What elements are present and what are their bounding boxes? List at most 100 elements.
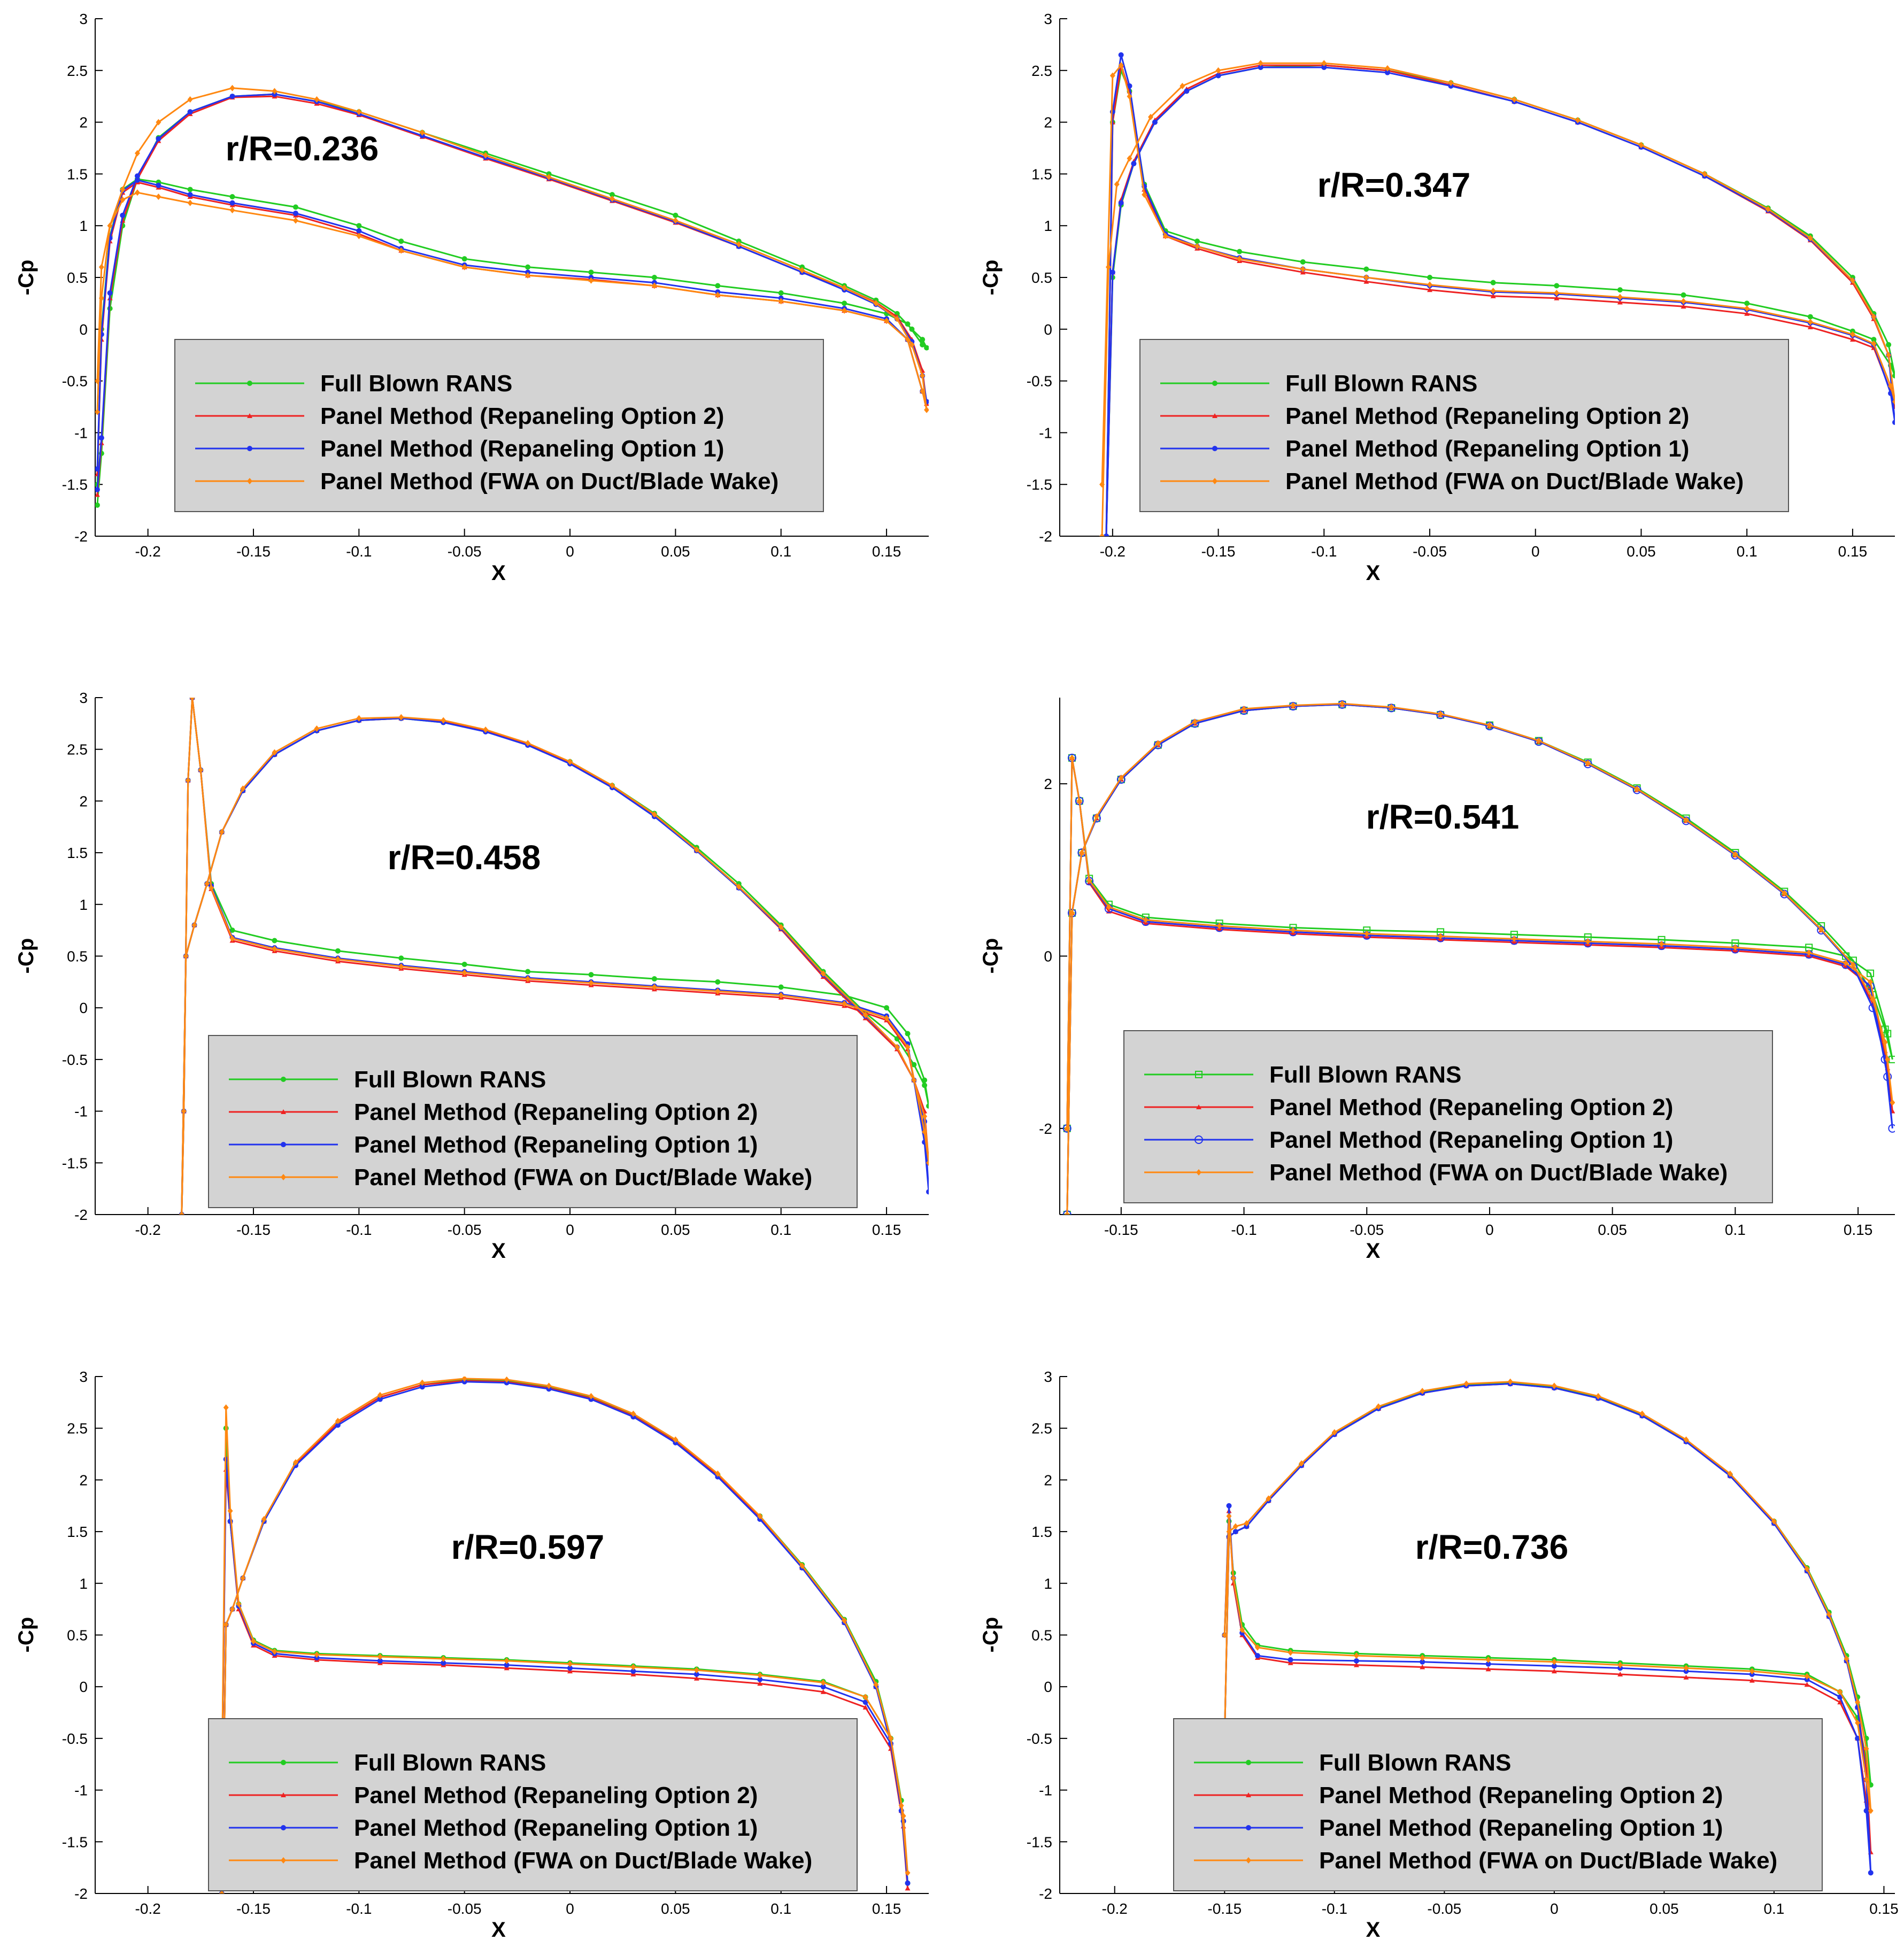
data-point-fwa	[441, 717, 446, 724]
data-point-fwa	[842, 284, 847, 291]
data-point-option1	[905, 1880, 911, 1886]
panel-title: r/R=0.736	[1415, 1528, 1568, 1566]
x-tick-label: -0.15	[236, 1222, 271, 1238]
data-point-option1	[1254, 1653, 1260, 1659]
data-point-fwa	[1765, 206, 1771, 213]
data-point-fwa	[1086, 877, 1092, 884]
legend: Full Blown RANS Panel Method (Repaneling …	[1173, 1718, 1823, 1891]
data-point-fwa	[1239, 1626, 1245, 1633]
data-point-fwa	[156, 119, 161, 126]
data-point-fwa	[1331, 1429, 1337, 1436]
data-point-fwa	[1438, 710, 1444, 717]
data-point-fwa	[461, 1377, 467, 1382]
legend-label-option2: Panel Method (Repaneling Option 2)	[354, 1099, 758, 1125]
data-point-fwa	[461, 969, 467, 976]
data-point-fwa	[335, 956, 341, 963]
data-point-fwa	[1127, 93, 1132, 100]
plot-area	[179, 698, 929, 1215]
data-point-option1	[926, 1189, 929, 1195]
data-point-fwa	[1222, 1632, 1228, 1638]
data-point-fwa	[1681, 298, 1686, 305]
data-point-fwa	[1363, 274, 1369, 281]
data-point-fwa	[736, 883, 742, 890]
data-point-fwa	[1299, 1460, 1305, 1467]
data-point-rans	[842, 300, 847, 306]
data-point-option1	[1384, 69, 1390, 75]
data-point-fwa	[134, 150, 140, 157]
data-point-option1	[567, 1665, 573, 1671]
data-point-fwa	[1226, 1513, 1232, 1520]
data-point-fwa	[1254, 1644, 1260, 1651]
data-point-option1	[1868, 1870, 1874, 1876]
data-point-fwa	[181, 1108, 187, 1115]
data-point-rans	[1490, 280, 1496, 285]
data-point-fwa	[884, 1015, 890, 1022]
x-tick-label: -0.05	[448, 1900, 482, 1917]
data-point-fwa	[223, 1404, 229, 1411]
chart-panel-5: -2 -1.5 -1 -0.5 0 0.5 1 1.5 2 2.5 3 -0.2 -0.15 -0.1 -0…	[14, 1369, 929, 1942]
data-point-fwa	[1143, 916, 1148, 923]
y-tick-label: 2.5	[67, 741, 88, 758]
data-point-rans	[1807, 314, 1813, 320]
x-tick-label: -0.15	[236, 1900, 271, 1917]
data-point-fwa	[1266, 1495, 1271, 1502]
data-point-fwa	[673, 1436, 679, 1443]
y-tick-label: 1.5	[1031, 166, 1052, 182]
data-point-fwa	[314, 725, 320, 732]
y-axis-title: -Cp	[14, 1617, 38, 1653]
data-point-fwa	[1551, 1382, 1557, 1389]
legend-box	[1139, 339, 1789, 512]
data-point-fwa	[1099, 481, 1105, 488]
data-point-option1	[1863, 1808, 1869, 1814]
data-point-fwa	[1870, 996, 1876, 1003]
data-point-fwa	[1507, 1378, 1513, 1385]
data-point-fwa	[1105, 264, 1111, 270]
legend-marker-option1	[281, 1142, 286, 1147]
data-point-option2	[1837, 1699, 1843, 1705]
data-point-fwa	[922, 1113, 928, 1120]
data-point-fwa	[272, 945, 277, 952]
data-point-fwa	[1339, 700, 1345, 707]
data-point-fwa	[1744, 305, 1750, 312]
legend-box	[1173, 1718, 1823, 1891]
x-tick-label: -0.05	[1413, 543, 1447, 560]
legend-marker-option2	[247, 413, 252, 418]
data-point-option2	[567, 1668, 573, 1674]
data-point-option1	[292, 210, 298, 216]
legend-label-option2: Panel Method (Repaneling Option 2)	[320, 403, 724, 429]
legend-label-rans: Full Blown RANS	[354, 1750, 546, 1776]
data-point-fwa	[894, 315, 900, 322]
data-point-rans	[1886, 342, 1892, 347]
y-tick-label: 2	[79, 114, 88, 131]
data-point-option1	[120, 212, 126, 218]
data-point-fwa	[398, 247, 404, 254]
data-point-option1	[757, 1676, 763, 1682]
legend-label-option1: Panel Method (Repaneling Option 1)	[1285, 436, 1689, 462]
data-point-option2	[757, 1681, 763, 1686]
x-tick-label: 0	[1531, 543, 1540, 560]
data-point-fwa	[251, 1638, 257, 1645]
y-tick-label: 1	[1044, 1575, 1052, 1592]
x-tick-label: 0.15	[1838, 543, 1868, 560]
data-point-fwa	[1634, 785, 1640, 792]
data-point-fwa	[1749, 1668, 1755, 1675]
y-tick-label: 1.5	[67, 845, 88, 861]
data-point-fwa	[1069, 909, 1075, 916]
y-tick-label: -1	[1039, 424, 1052, 441]
legend-label-fwa: Panel Method (FWA on Duct/Blade Wake)	[320, 468, 778, 494]
data-point-rans	[1744, 300, 1750, 306]
data-point-rans	[398, 955, 404, 961]
chart-panel-2: -2 -1.5 -1 -0.5 0 0.5 1 1.5 2 2.5 3 -0.2 -0.15 -0.1 -0…	[979, 11, 1895, 585]
data-point-fwa	[1843, 960, 1849, 967]
data-point-fwa	[1837, 1688, 1843, 1695]
data-point-fwa	[187, 96, 193, 103]
data-point-rans	[778, 290, 784, 296]
y-tick-label: 2	[1044, 1472, 1052, 1488]
x-tick-label: -0.1	[346, 1222, 372, 1238]
data-point-fwa	[1438, 933, 1444, 940]
data-point-fwa	[905, 1043, 911, 1050]
series-line-fwa	[1066, 702, 1893, 1215]
data-point-option2	[1807, 324, 1813, 329]
data-point-fwa	[1551, 1658, 1557, 1665]
data-point-option1	[1118, 200, 1124, 206]
